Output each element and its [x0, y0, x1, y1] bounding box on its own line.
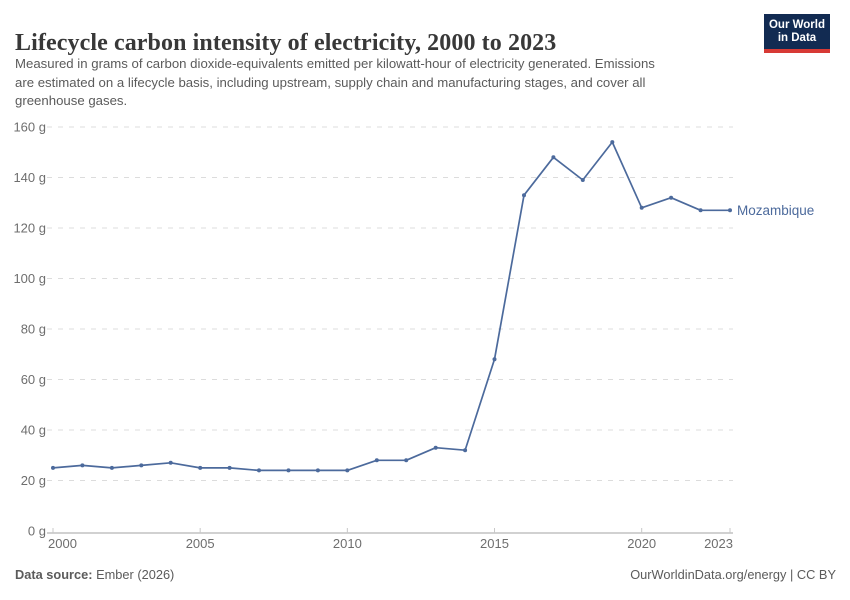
chart-subtitle-line: are estimated on a lifecycle basis, incl… — [15, 74, 646, 90]
data-point — [698, 208, 703, 213]
data-point — [227, 465, 232, 470]
chart-title: Lifecycle carbon intensity of electricit… — [15, 30, 557, 57]
data-point — [639, 205, 644, 210]
data-point — [522, 193, 526, 198]
x-axis-tick-label: 2000 — [48, 536, 77, 551]
data-point — [374, 458, 379, 463]
data-point — [80, 463, 85, 468]
data-point — [551, 155, 556, 160]
data-point — [286, 468, 291, 473]
data-point — [580, 178, 585, 182]
license-credit: OurWorldinData.org/energy | CC BY — [630, 567, 836, 582]
data-point — [315, 468, 320, 473]
y-axis-tick-label: 140 g — [13, 170, 46, 185]
chart-subtitle: Measured in grams of carbon dioxide-equi… — [15, 55, 805, 111]
y-axis-tick-label: 80 g — [21, 322, 46, 337]
data-point — [51, 465, 55, 470]
data-point — [492, 357, 497, 362]
logo-text-line2: in Data — [777, 32, 817, 44]
data-point — [463, 448, 468, 453]
data-source-value: Ember (2026) — [92, 567, 175, 582]
data-point — [257, 468, 261, 473]
data-point — [198, 465, 203, 470]
data-point — [610, 140, 615, 145]
data-point — [168, 460, 173, 465]
y-axis-tick-label: 160 g — [13, 120, 46, 135]
chart-subtitle-line: greenhouse gases. — [15, 93, 128, 108]
y-axis-tick-label: 40 g — [21, 423, 46, 438]
y-axis-tick-label: 100 g — [13, 271, 46, 286]
data-point — [109, 465, 114, 470]
y-axis-tick-label: 0 g — [28, 524, 46, 539]
data-point — [669, 195, 674, 200]
x-axis-tick-label: 2023 — [704, 536, 733, 551]
chart-subtitle-line: Measured in grams of carbon dioxide-equi… — [15, 56, 655, 71]
series-line — [52, 141, 730, 472]
chart-footer: Data source: Ember (2026) OurWorldinData… — [15, 567, 836, 582]
y-axis-tick-label: 120 g — [13, 221, 46, 236]
y-axis-tick-label: 60 g — [21, 372, 46, 387]
data-point — [345, 468, 350, 473]
data-source-note: Data source: Ember (2026) — [15, 567, 174, 582]
x-axis-tick-label: 2020 — [627, 536, 656, 551]
data-point — [433, 445, 438, 450]
x-axis-tick-label: 2015 — [480, 536, 509, 551]
y-axis-tick-label: 20 g — [21, 473, 46, 488]
data-source-label: Data source: — [15, 567, 93, 582]
logo-text-line1: Our World — [768, 19, 825, 31]
x-axis-tick-label: 2005 — [186, 536, 215, 551]
data-point — [404, 458, 409, 463]
series-entity-label: Mozambique — [737, 203, 814, 218]
our-world-in-data-logo: Our World in Data — [764, 14, 830, 53]
data-point — [139, 463, 144, 468]
x-axis-tick-label: 2010 — [333, 536, 362, 551]
data-point — [728, 208, 732, 213]
